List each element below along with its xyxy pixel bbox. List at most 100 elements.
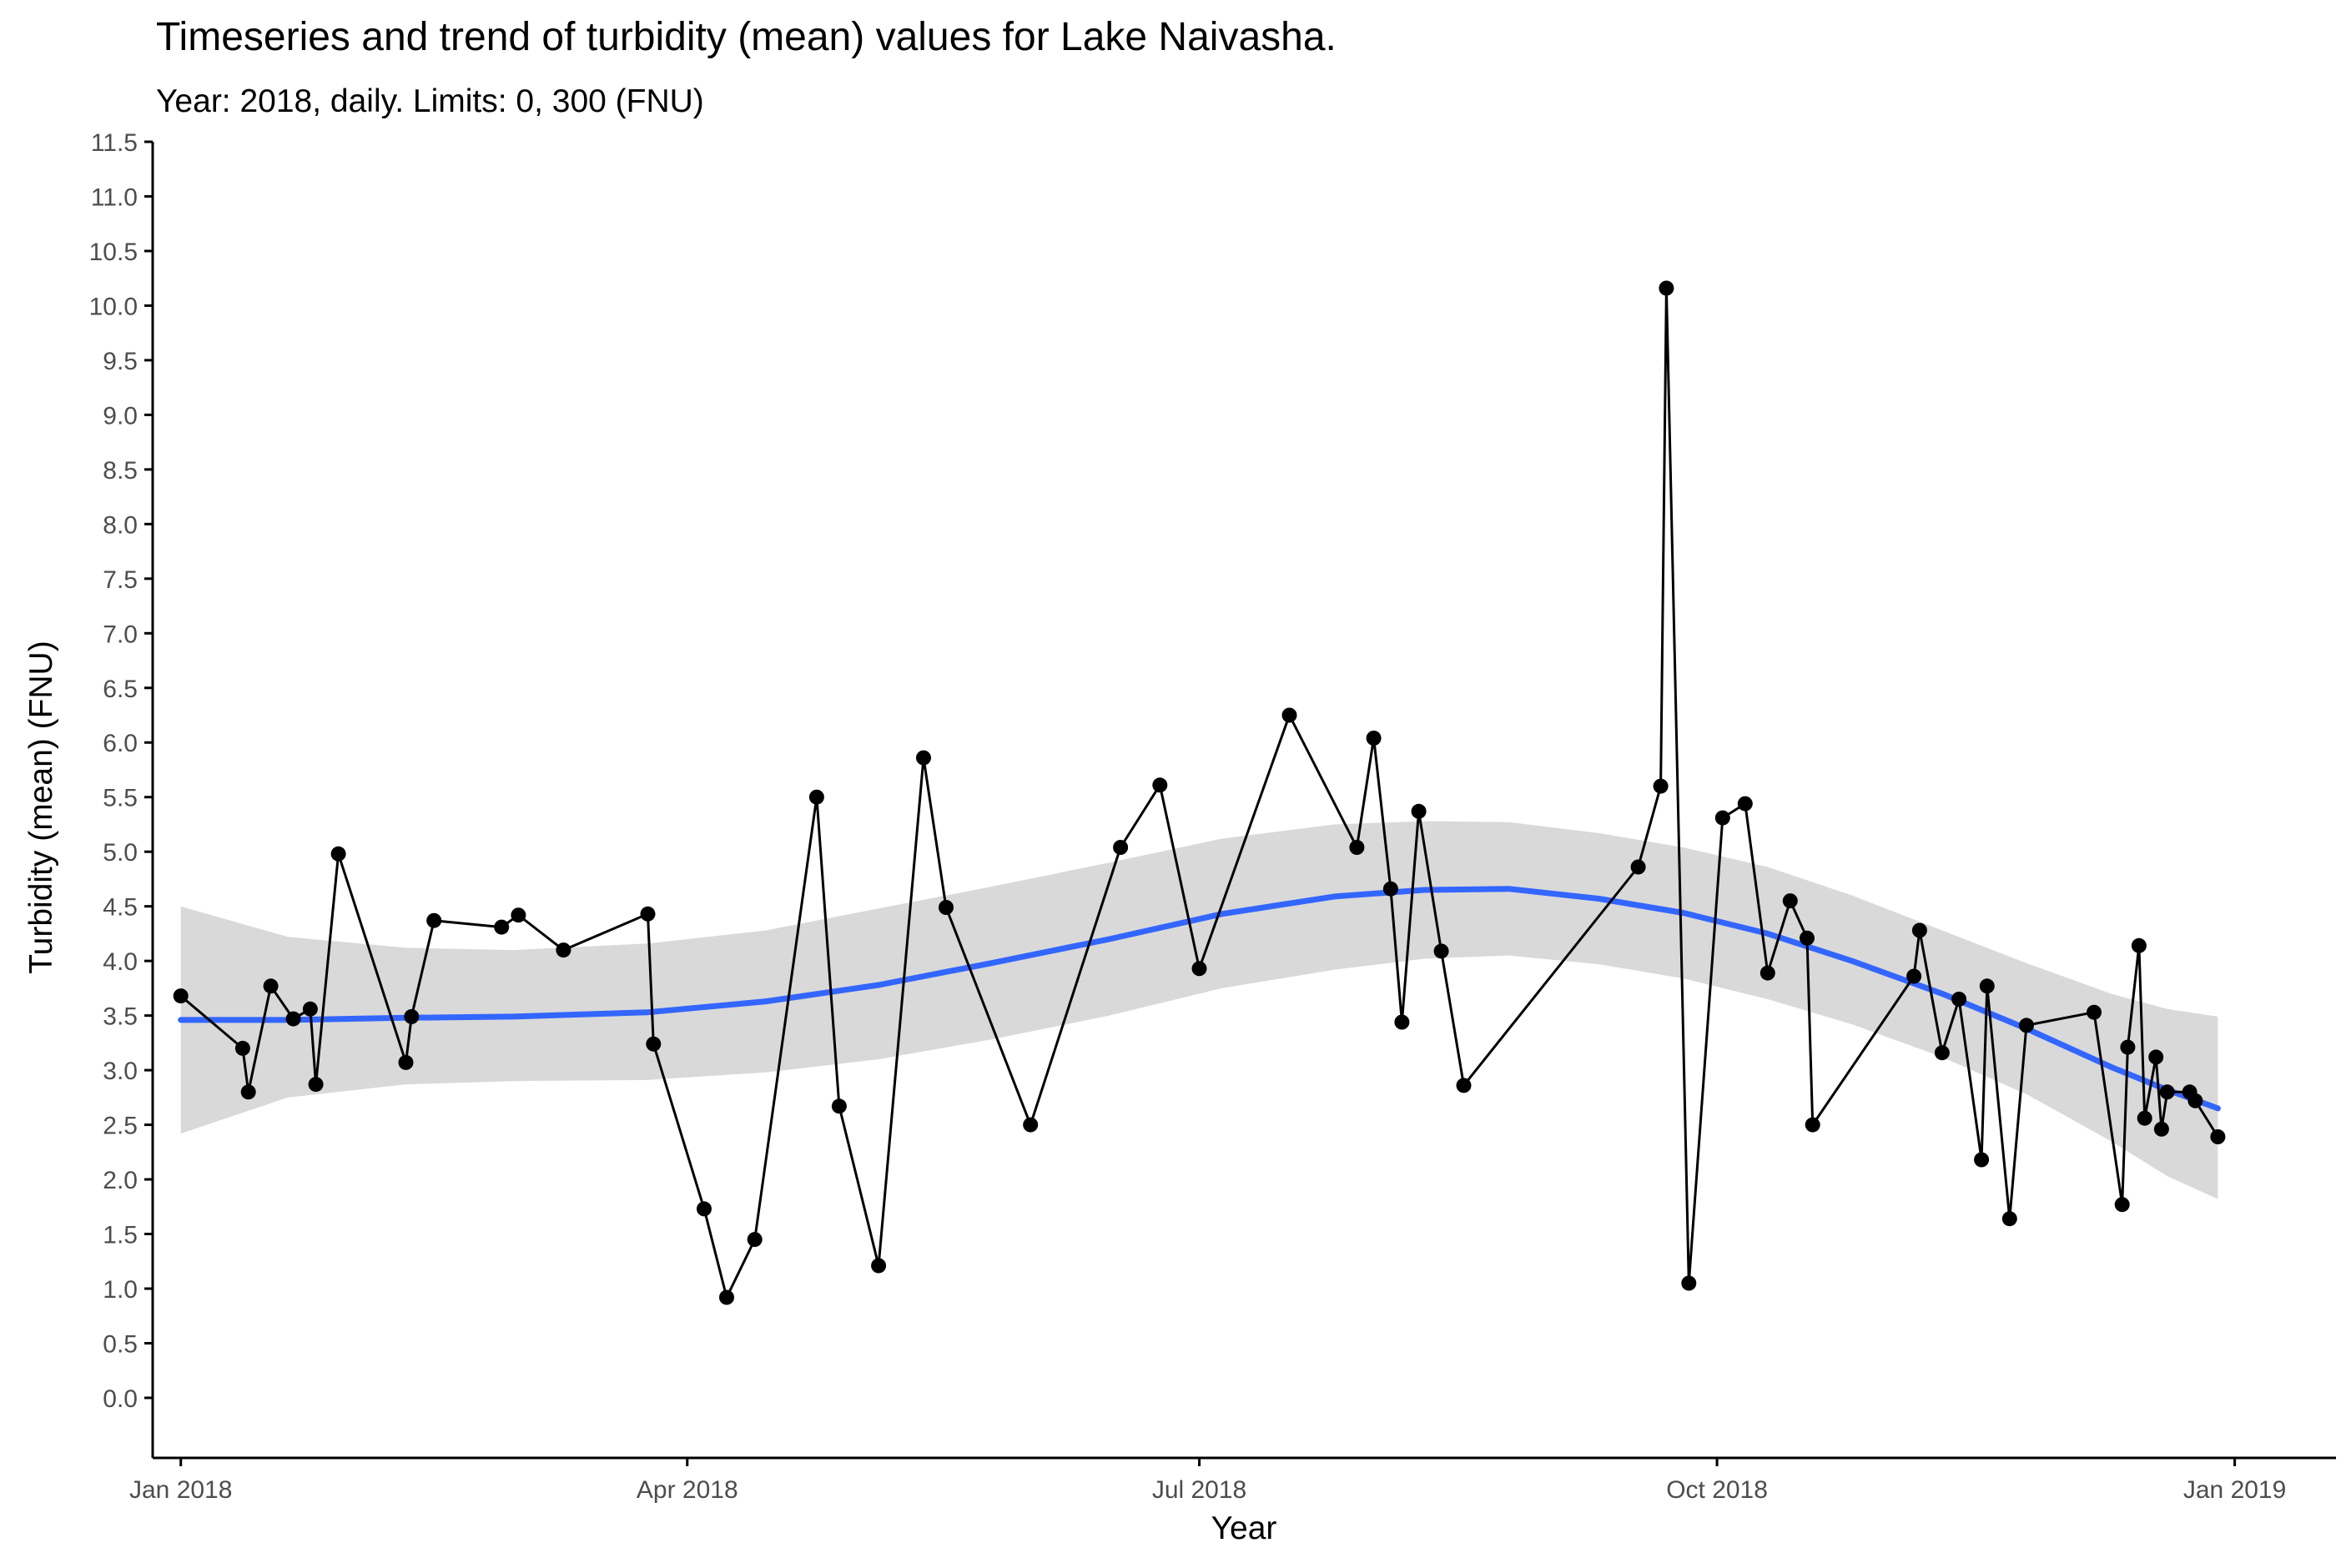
y-tick-label: 2.0 [103,1167,138,1194]
data-point [1630,859,1646,875]
y-tick-label: 10.5 [89,239,138,266]
data-point [1653,778,1669,794]
x-tick-label: Apr 2018 [637,1476,738,1504]
data-point [1906,968,1922,984]
y-tick-label: 7.0 [103,621,138,648]
data-point [2187,1093,2203,1108]
data-point [2153,1121,2169,1137]
data-point [640,906,656,922]
data-point [1681,1275,1697,1291]
data-point [1366,731,1382,746]
y-tick-label: 9.0 [103,402,138,430]
data-point [494,919,510,935]
data-point [697,1201,712,1217]
data-point [1659,280,1674,296]
data-point [285,1011,301,1027]
data-point [2210,1129,2226,1144]
data-point [426,912,442,928]
data-point [1456,1078,1472,1093]
data-point [1805,1117,1820,1133]
axes: 0.0 0.5 1.0 1.5 2.0 2.5 3.0 3.5 4.0 4.5 5.0 5.5 6.0 6… [89,129,2336,1504]
data-point [2001,1211,2017,1227]
data-point [831,1098,847,1114]
y-tick-label: 8.5 [103,457,138,485]
data-point [1800,930,1815,946]
data-point [2131,937,2147,953]
data-point [1737,796,1753,812]
data-point [1411,803,1427,819]
x-tick-label: Jul 2018 [1152,1476,1246,1504]
data-point [1979,978,1995,994]
observation-line-layer [179,287,2219,1299]
y-tick-label: 5.5 [103,785,138,812]
data-point [2137,1110,2152,1126]
data-point [308,1077,324,1093]
y-tick-label: 7.5 [103,566,138,594]
y-tick-label: 0.5 [103,1330,138,1358]
data-point [719,1289,734,1305]
y-tick-label: 10.0 [89,293,138,320]
data-point [2087,1004,2102,1020]
data-point [1394,1014,1410,1030]
y-tick-label: 11.0 [91,183,138,211]
data-point [871,1258,887,1274]
x-tick-label: Jan 2018 [129,1476,232,1504]
data-point [398,1054,414,1070]
data-point [916,750,931,766]
data-point [2114,1197,2130,1213]
y-tick-label: 2.5 [103,1113,138,1140]
data-point [234,1040,250,1056]
data-point [808,789,824,805]
y-tick-label: 11.5 [91,129,138,157]
data-point [556,942,571,958]
y-tick-label: 1.5 [103,1222,138,1249]
data-point [2148,1049,2164,1065]
data-point [1191,961,1207,977]
trend-line-layer [178,886,2221,1112]
data-point [511,907,526,923]
data-point [1760,965,1775,981]
x-axis-ticks: Jan 2018 Apr 2018 Jul 2018 Oct 2018 Jan 2019 [129,1458,2286,1504]
y-tick-label: 3.5 [103,1003,138,1031]
y-tick-label: 5.0 [103,839,138,867]
data-point [1782,893,1798,909]
data-point [939,900,954,915]
y-axis-title: Turbidity (mean) (FNU) [23,641,59,973]
confidence-band-layer [180,821,2218,1199]
x-tick-label: Oct 2018 [1666,1476,1768,1504]
data-point [302,1001,318,1017]
y-tick-label: 6.0 [103,730,138,757]
trend-line [178,886,2221,1112]
y-axis-ticks: 0.0 0.5 1.0 1.5 2.0 2.5 3.0 3.5 4.0 4.5 5.0 5.5 6.0 6… [89,129,153,1413]
y-tick-label: 8.0 [103,511,138,539]
x-tick-label: Jan 2019 [2183,1476,2286,1504]
data-point [2019,1018,2034,1033]
chart-title: Timeseries and trend of turbidity (mean)… [156,15,1337,59]
y-tick-label: 3.0 [103,1058,138,1085]
data-point [2159,1084,2175,1100]
y-tick-label: 9.5 [103,348,138,375]
data-point [330,846,346,862]
confidence-band [180,821,2218,1199]
data-point [404,1008,420,1024]
y-tick-label: 4.0 [103,948,138,976]
y-tick-label: 1.0 [103,1276,138,1304]
data-point [1281,707,1297,723]
data-point [1911,922,1927,938]
data-point [1349,840,1365,855]
data-point [173,988,189,1004]
x-axis-title: Year [1211,1510,1277,1546]
data-point [1714,810,1730,826]
y-tick-label: 4.5 [103,894,138,922]
data-point [1433,943,1449,959]
data-point [240,1084,256,1100]
data-point [1023,1117,1039,1133]
data-point [1974,1152,1990,1168]
data-point [1951,992,1967,1007]
chart-subtitle: Year: 2018, daily. Limits: 0, 300 (FNU) [156,83,704,119]
observation-line [179,287,2219,1299]
data-point [1113,840,1129,855]
data-point [1934,1045,1950,1061]
